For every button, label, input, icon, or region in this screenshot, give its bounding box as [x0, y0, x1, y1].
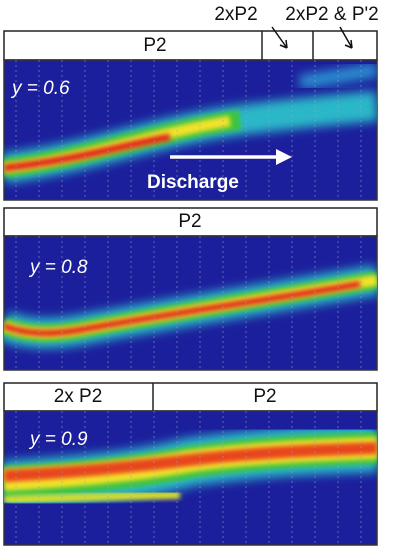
- phase-annotation: 2xP2: [214, 4, 257, 25]
- composition-label: y = 0.9: [28, 429, 88, 450]
- heatmap-band: [4, 424, 377, 509]
- grid: [15, 411, 362, 545]
- phase-label: 2x P2: [54, 386, 103, 407]
- phase-annotation: 2xP2 & P'2: [285, 4, 378, 25]
- heatmap-band: [4, 63, 377, 183]
- grid: [15, 236, 362, 370]
- composition-label: y = 0.8: [28, 257, 88, 278]
- arrow-label: Discharge: [147, 172, 239, 193]
- grid: [15, 60, 362, 200]
- phase-bar: [3, 207, 378, 237]
- phase-label: P2: [143, 35, 166, 56]
- phase-label: P2: [253, 386, 276, 407]
- phase-label: P2: [178, 211, 201, 232]
- composition-label: y = 0.6: [10, 78, 70, 99]
- phase-bar: [3, 30, 378, 61]
- discharge-arrowhead: [276, 149, 292, 165]
- heatmap-band: [4, 265, 377, 349]
- annotation-arrow: [339, 26, 353, 49]
- annotation-arrow: [271, 26, 288, 49]
